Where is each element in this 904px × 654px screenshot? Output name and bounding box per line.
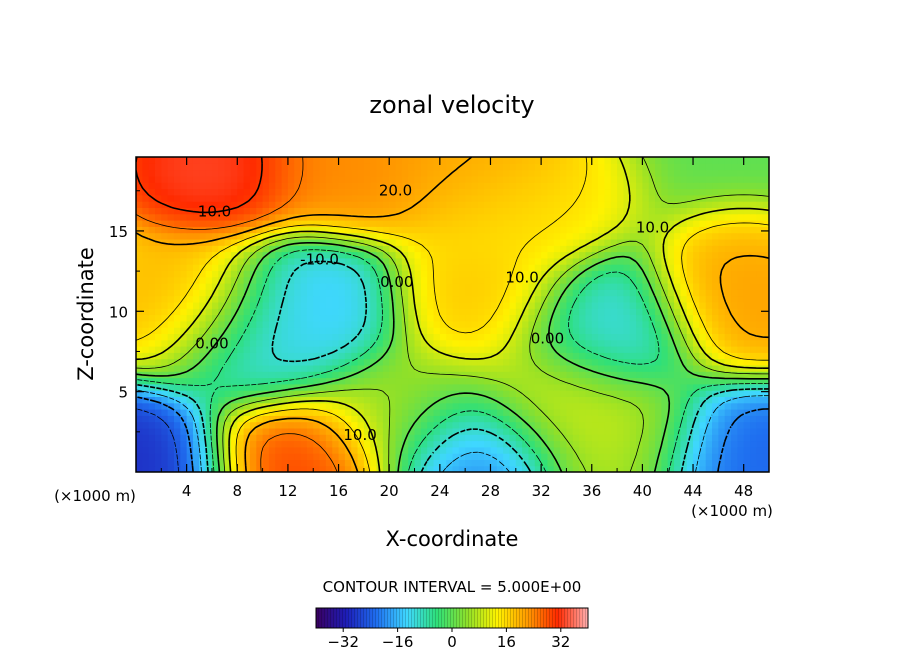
contour-label: 10.0 — [343, 426, 376, 444]
contour-label: 20.0 — [379, 182, 412, 200]
contour-line — [136, 157, 769, 472]
contour-lines — [136, 157, 769, 472]
y-tick-label: 5 — [118, 384, 128, 402]
y-axis-label: Z-coordinate — [74, 247, 98, 381]
x-tick-label: 28 — [481, 482, 500, 500]
x-axis-label: X-coordinate — [386, 527, 519, 551]
contour-line — [136, 389, 769, 472]
colorbar-tick-label: 16 — [497, 633, 516, 651]
x-tick-label: 16 — [329, 482, 348, 500]
contour-line — [136, 260, 769, 472]
contour-line — [136, 157, 769, 472]
contour-label: 0.00 — [195, 334, 228, 352]
x-tick-label: 20 — [380, 482, 399, 500]
x-tick-label: 32 — [532, 482, 551, 500]
colorbar-ticks: −32 −16 0 16 32 — [327, 628, 570, 651]
x-unit-label-left: (×1000 m) — [54, 487, 136, 505]
contour-line — [136, 408, 179, 472]
y-tick-label: 15 — [109, 223, 128, 241]
contour-line — [136, 157, 769, 472]
contour-line — [136, 242, 769, 472]
colorbar-tick-label: −16 — [382, 633, 414, 651]
colorbar-bands — [316, 608, 588, 628]
y-axis-ticks: 5 10 15 — [109, 190, 769, 433]
y-tick-label: 10 — [109, 303, 128, 321]
contour-interval-text: CONTOUR INTERVAL = 5.000E+00 — [323, 578, 582, 596]
x-tick-label: 24 — [430, 482, 449, 500]
contour-label: 10.0 — [636, 219, 669, 237]
x-tick-label: 44 — [683, 482, 702, 500]
contour-line — [136, 396, 769, 472]
x-unit-label-right: (×1000 m) — [691, 502, 773, 520]
colorbar-tick-label: −32 — [327, 633, 359, 651]
contour-line — [136, 249, 769, 472]
contour-label: 10.0 — [505, 268, 538, 286]
colorbar-tick-label: 0 — [447, 633, 457, 651]
x-axis-ticks: 4 8 12 16 20 24 28 32 36 40 44 48 — [160, 157, 753, 500]
contour-label: -10.0 — [300, 251, 339, 269]
x-tick-label: 40 — [633, 482, 652, 500]
chart-title: zonal velocity — [369, 91, 534, 119]
contour-label: 10.0 — [198, 202, 231, 220]
plot-frame — [135, 156, 770, 473]
x-tick-label: 4 — [182, 482, 192, 500]
x-tick-label: 48 — [734, 482, 753, 500]
contour-line — [136, 157, 263, 214]
x-tick-label: 8 — [233, 482, 243, 500]
x-tick-label: 12 — [278, 482, 297, 500]
contour-labels: 20.0 10.0 10.0 -10.0 10.0 0.00 0.00 0.00 10.0 — [195, 182, 669, 444]
contour-label: 0.00 — [380, 273, 413, 291]
colorbar-tick-label: 32 — [551, 633, 570, 651]
x-tick-label: 36 — [582, 482, 601, 500]
contour-label: 0.00 — [531, 329, 564, 347]
contour-line — [136, 157, 338, 472]
